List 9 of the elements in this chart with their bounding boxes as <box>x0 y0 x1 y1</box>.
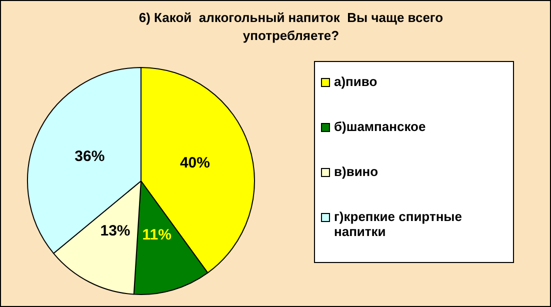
chart-title: 6) Какой алкогольный напиток Вы чаще всего употребляете? <box>138 9 444 45</box>
legend-label: в)вино <box>334 164 378 179</box>
data-label: 13% <box>100 222 130 240</box>
data-label: 36% <box>74 148 105 165</box>
legend-label: а)пиво <box>334 74 378 89</box>
legend-label: г)крепкие спиртные напитки <box>334 209 464 239</box>
data-label: 40% <box>180 154 210 172</box>
legend-label: б)шампанское <box>334 119 426 134</box>
data-label: 11% <box>142 226 172 244</box>
